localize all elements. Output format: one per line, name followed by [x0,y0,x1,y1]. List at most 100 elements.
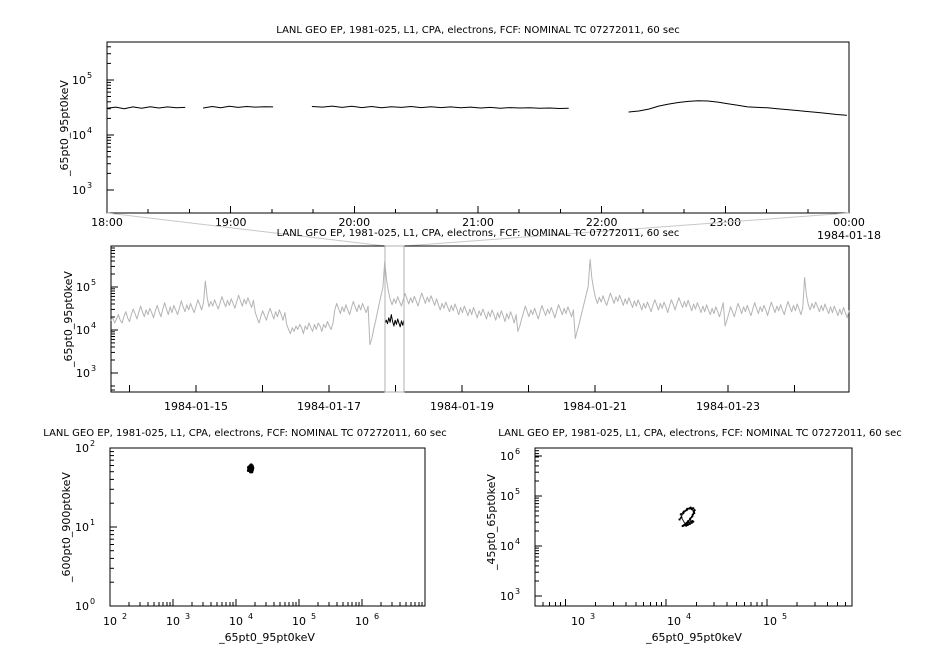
br-xtick-label-2: 10 [763,615,777,628]
top-panel-y-ticks [107,79,114,191]
bl-scatter-point [250,464,254,468]
top-panel-frame [106,41,850,214]
br-ytick-label-1: 10 [500,540,514,553]
top-ytick-exp-1: 4 [87,126,92,135]
bl-ytick-exp-2: 2 [90,439,95,448]
middle-panel-frame [110,245,850,393]
bottom-right-scatter-points [678,506,696,528]
middle-timeseries-panel[interactable]: LANL GFO EP, 1981-025, L1, CPA, electron… [62,228,850,413]
top-series-segment-0 [106,106,186,110]
br-scatter-point [682,512,685,515]
br-scatter-point [693,512,696,515]
top-xtick-4: 22:00 [586,216,618,229]
br-scatter-point [679,513,682,516]
br-ytick-label-0: 10 [500,590,514,603]
bottom-left-frame [109,447,426,607]
br-xtick-label-0: 10 [571,615,585,628]
top-panel-x-ticks [106,206,850,213]
bl-xtick-label-1: 10 [166,615,180,628]
mid-ytick-label-2: 10 [76,281,90,294]
mid-ytick-label-1: 10 [76,324,90,337]
bl-xtick-label-0: 10 [103,615,117,628]
bottom-left-scatter-panel[interactable]: LANL GEO EP, 1981-025, L1, CPA, electron… [43,428,446,644]
br-ytick-exp-0: 3 [515,587,520,596]
br-ytick-label-3: 10 [500,450,514,463]
zoom-selection-box[interactable] [384,245,405,393]
middle-panel-selected-series [384,314,405,328]
middle-series-overview [110,259,850,346]
top-xtick-6: 00:00 [833,216,865,229]
bl-scatter-point [250,470,254,474]
mid-ytick-label-0: 10 [76,367,90,380]
br-ytick-exp-1: 4 [515,537,520,546]
top-xtick-3: 21:00 [462,216,494,229]
br-xtick-exp-1: 4 [686,612,691,621]
bl-ytick-label-1: 10 [75,521,89,534]
bottom-left-y-minor-ticks [110,451,114,583]
bl-xtick-exp-1: 3 [185,612,190,621]
br-scatter-point [685,509,688,512]
mid-xtick-1: 1984-01-17 [297,400,361,413]
middle-panel-x-ticks [129,385,795,392]
top-panel-title: LANL GEO EP, 1981-025, L1, CPA, electron… [276,25,679,36]
bl-ytick-label-0: 10 [75,600,89,613]
br-scatter-point [691,513,694,516]
top-series-segment-2 [311,105,569,109]
br-scatter-point [681,524,684,528]
bl-xtick-exp-3: 5 [311,612,316,621]
br-scatter-point [691,515,694,518]
top-ytick-exp-2: 5 [87,71,92,80]
bottom-left-x-tick-labels: 10 2 10 3 10 4 10 5 10 6 [103,612,379,628]
middle-panel-ylabel: _65pt0_95pt0keV [62,271,75,368]
bottom-left-title: LANL GEO EP, 1981-025, L1, CPA, electron… [43,428,446,439]
bl-xtick-label-2: 10 [229,615,243,628]
br-scatter-point [689,517,692,520]
top-ytick-exp-0: 3 [87,181,92,190]
br-xtick-label-1: 10 [667,615,681,628]
br-ytick-label-2: 10 [500,490,514,503]
br-scatter-point [692,510,695,513]
top-timeseries-panel[interactable]: LANL GEO EP, 1981-025, L1, CPA, electron… [58,25,926,242]
mid-ytick-exp-2: 5 [91,278,96,287]
bottom-right-y-tick-labels: 10 3 10 4 10 5 10 6 [500,447,520,603]
br-ytick-exp-2: 5 [515,487,520,496]
top-xtick-1: 19:00 [215,216,247,229]
br-scatter-point [690,521,693,524]
br-scatter-point [684,522,687,526]
top-panel-ylabel: _65pt0_95pt0keV [58,80,71,177]
top-xtick-0: 18:00 [91,216,123,229]
br-scatter-point [685,524,688,527]
bl-ytick-label-2: 10 [75,442,89,455]
mid-ytick-exp-1: 4 [91,321,96,330]
middle-panel-title: LANL GFO EP, 1981-025, L1, CPA, electron… [277,228,680,239]
bl-xtick-exp-4: 6 [374,612,379,621]
bl-xtick-label-4: 10 [355,615,369,628]
middle-panel-y-ticks [111,286,118,374]
bottom-right-y-ticks [535,455,542,597]
bl-xtick-exp-0: 2 [122,612,127,621]
top-panel-y-tick-labels: 10 3 10 4 10 5 [72,71,92,197]
bottom-right-frame [534,447,853,607]
middle-panel-data-series [110,259,850,346]
bl-ytick-exp-0: 0 [90,597,95,606]
br-scatter-point [687,519,690,523]
zoom-connector-lines [106,212,850,247]
br-scatter-point [680,516,683,519]
top-panel-y-minor-ticks [107,46,111,174]
top-ytick-label-0: 10 [72,184,86,197]
top-series-segment-3 [628,100,847,116]
bottom-left-scatter-points [246,463,255,474]
bl-scatter-point [247,465,251,469]
mid-ytick-exp-0: 3 [91,364,96,373]
br-scatter-point [688,522,691,526]
bottom-left-y-tick-labels: 10 0 10 1 10 2 [75,439,95,613]
br-scatter-point [688,507,691,510]
br-scatter-point [690,508,693,511]
bottom-left-y-ticks [110,447,117,607]
top-panel-data-series [106,100,847,116]
middle-panel-x-tick-labels: 1984-01-15 1984-01-17 1984-01-19 1984-01… [164,400,760,413]
br-xtick-exp-2: 5 [782,612,787,621]
mid-xtick-0: 1984-01-15 [164,400,228,413]
bottom-right-scatter-panel[interactable]: LANL GEO EP, 1981-025, L1, CPA, electron… [485,428,902,644]
bottom-right-xlabel: _65pt0_95pt0keV [645,631,742,644]
